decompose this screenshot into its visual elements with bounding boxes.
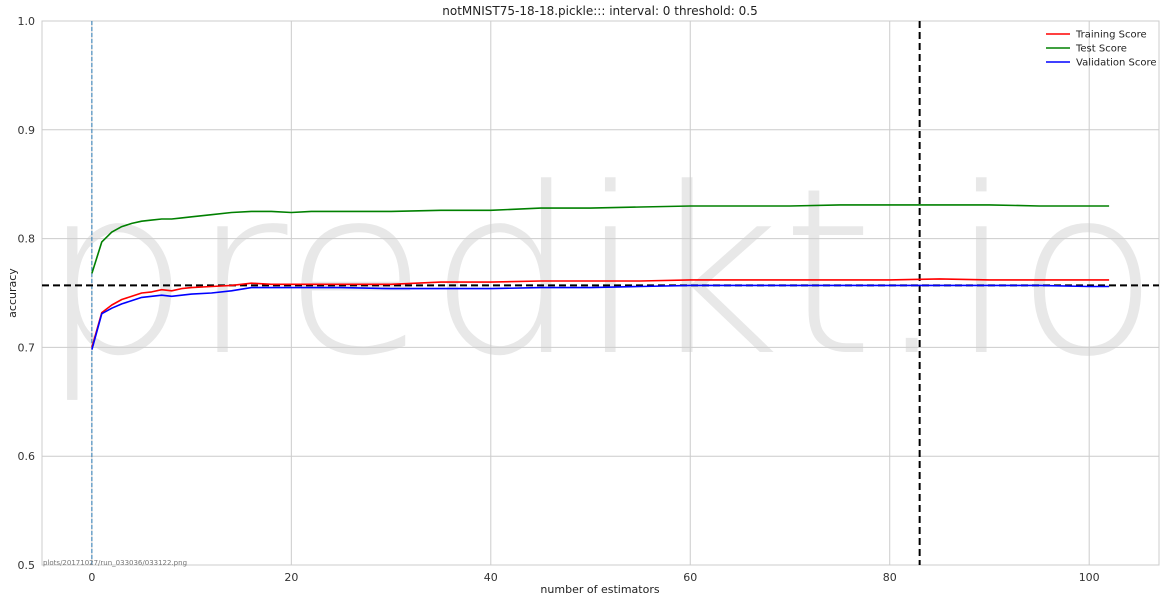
legend-label-training-score: Training Score (1075, 30, 1147, 41)
footnote-path: plots/20171027/run_033036/033122.png (43, 559, 187, 567)
series-line-test-score (91, 204, 1110, 274)
legend-label-validation-score: Validation Score (1076, 58, 1157, 69)
y-axis-ticks: 0.5 0.6 0.7 0.8 0.9 1.0 (18, 15, 36, 572)
x-tick-label: 60 (683, 571, 697, 584)
series-layer (91, 204, 1110, 350)
y-tick-label: 1.0 (18, 15, 36, 28)
x-tick-label: 100 (1079, 571, 1100, 584)
legend: Training Score Test Score Validation Score (1046, 30, 1157, 69)
x-tick-label: 40 (484, 571, 498, 584)
y-tick-label: 0.8 (18, 233, 36, 246)
x-tick-label: 0 (88, 571, 95, 584)
watermark-text: predikt.io (40, 140, 1160, 407)
x-tick-label: 20 (284, 571, 298, 584)
series-line-training-score (91, 278, 1110, 348)
x-axis-ticks: 0 20 40 60 80 100 (88, 571, 1099, 584)
grid (42, 20, 1159, 566)
series-line-validation-score (91, 284, 1110, 350)
watermark-layer: predikt.io (40, 140, 1160, 407)
y-axis-label: accuracy (6, 268, 19, 318)
y-tick-label: 0.5 (18, 559, 36, 572)
chart-title: notMNIST75-18-18.pickle::: interval: 0 t… (442, 4, 757, 18)
x-tick-label: 80 (883, 571, 897, 584)
y-tick-label: 0.9 (18, 124, 36, 137)
y-tick-label: 0.6 (18, 450, 36, 463)
x-axis-label: number of estimators (540, 583, 659, 596)
legend-label-test-score: Test Score (1075, 44, 1127, 55)
y-tick-label: 0.7 (18, 341, 36, 354)
